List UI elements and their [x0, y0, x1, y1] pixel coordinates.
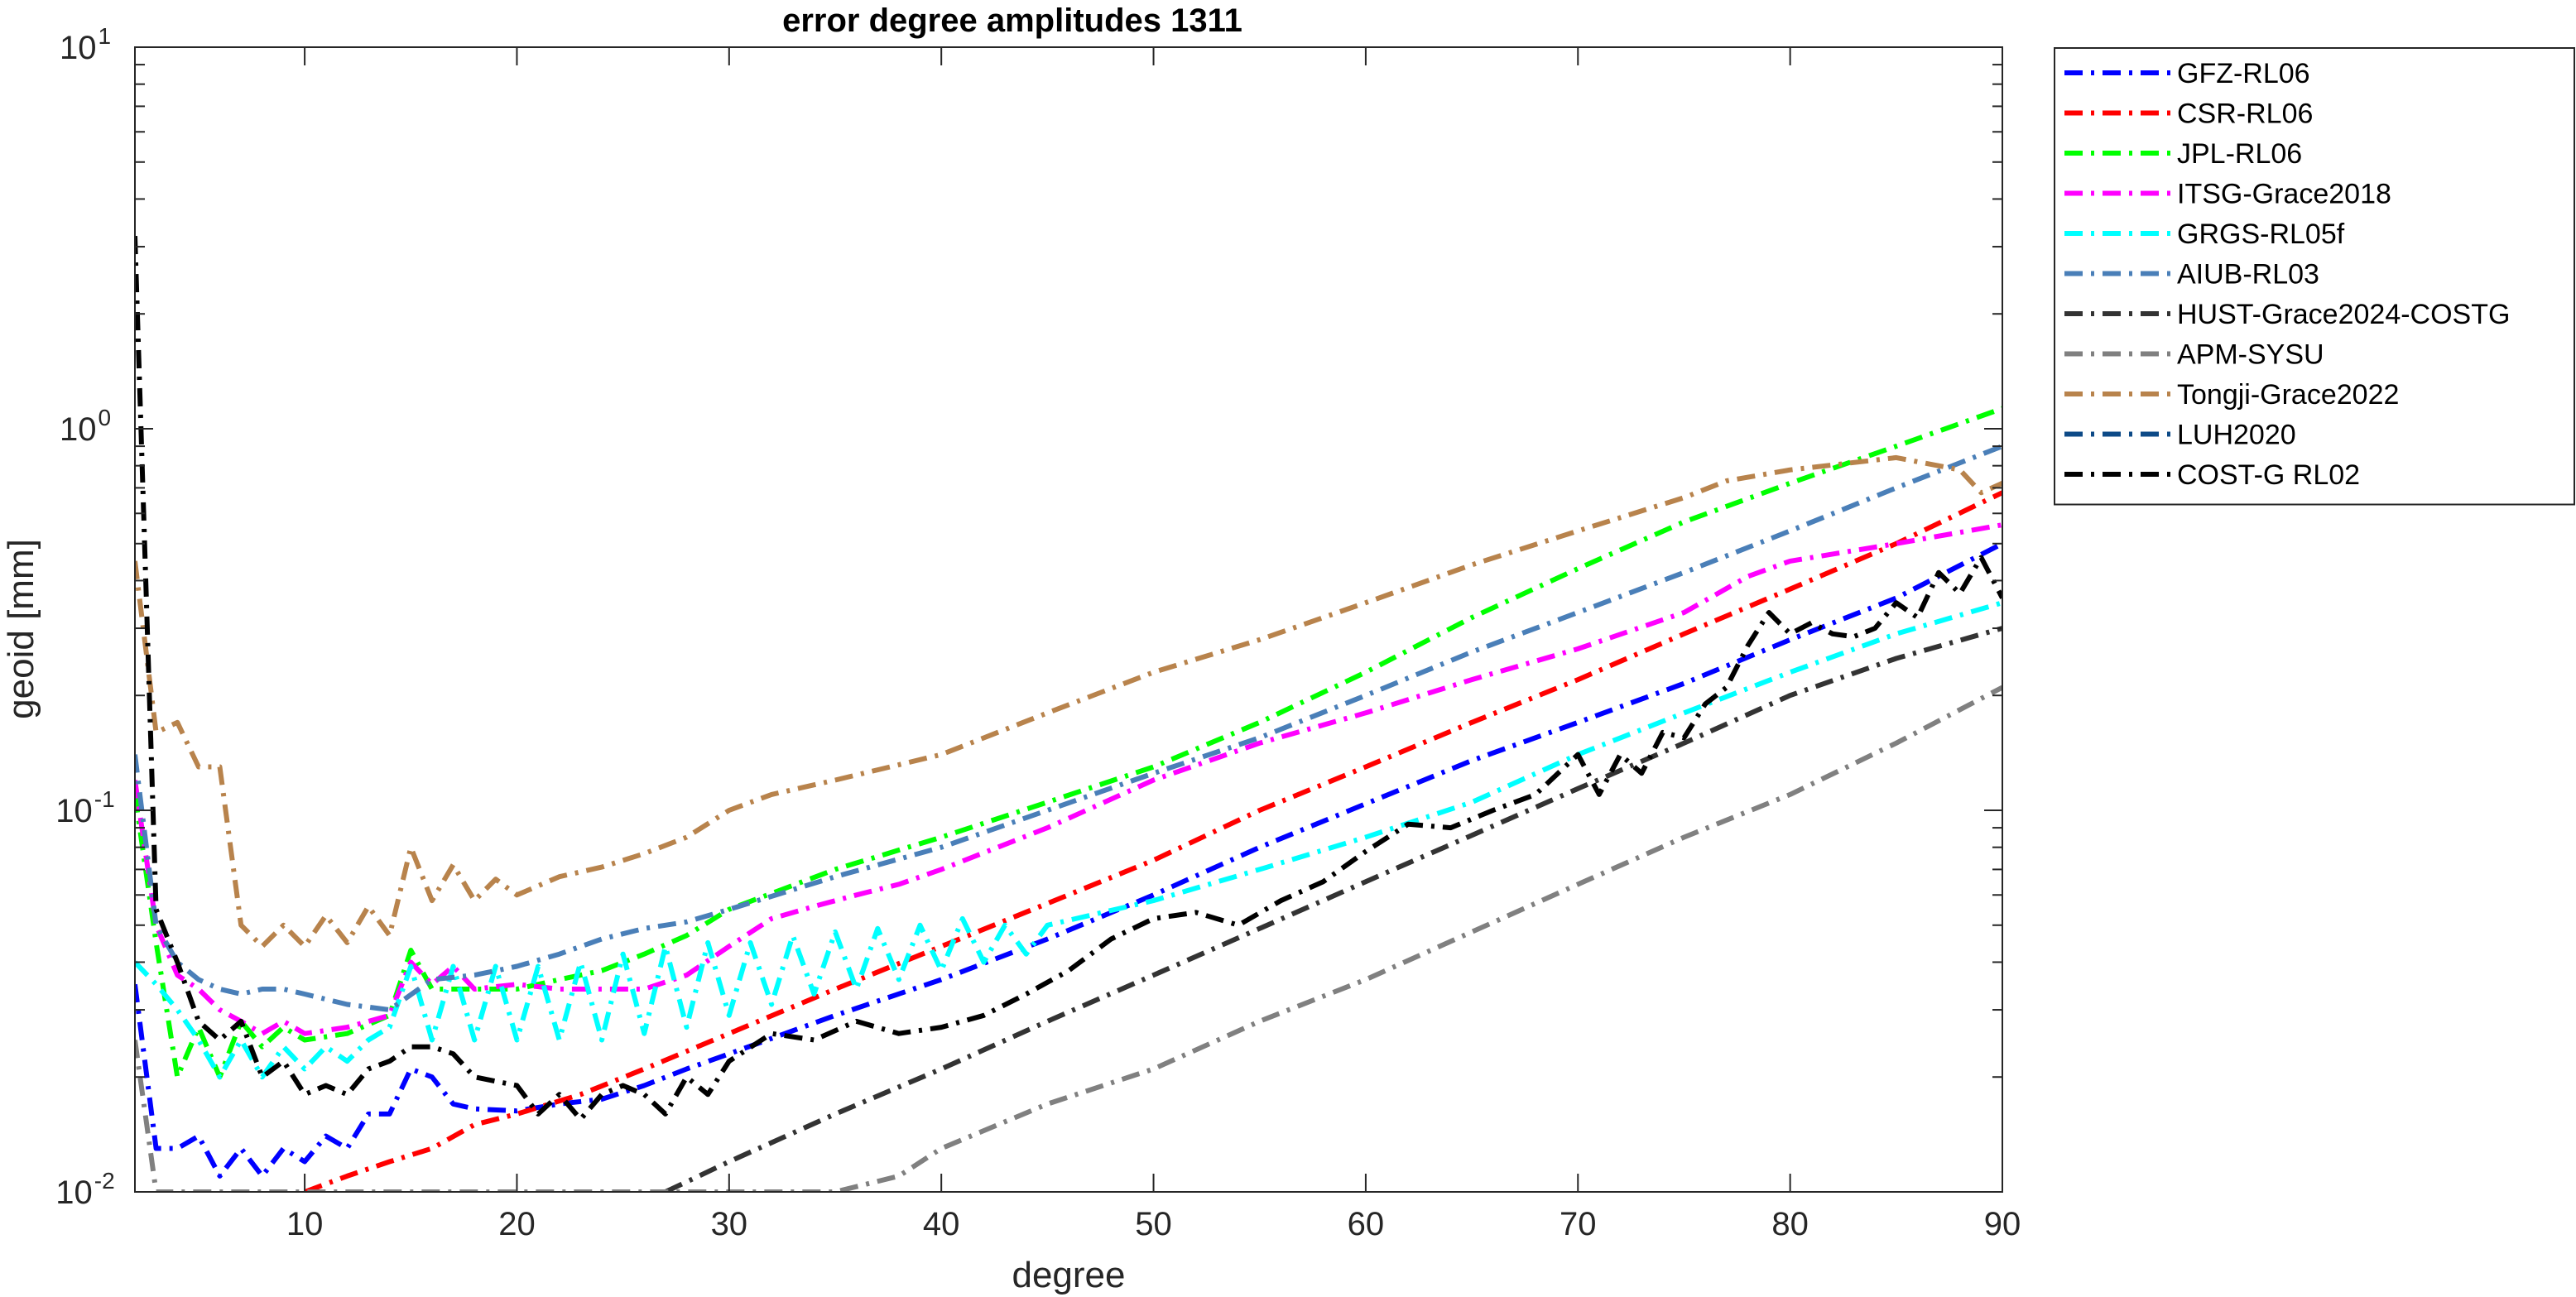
x-tick-label: 30: [711, 1206, 748, 1242]
y-tick-label: 101: [60, 23, 111, 66]
y-axis-label: geoid [mm]: [1, 539, 41, 719]
legend: GFZ-RL06 CSR-RL06 JPL-RL06 ITSG-Grace2018 GR…: [2054, 47, 2575, 506]
legend-entry: AIUB-RL03: [2177, 259, 2319, 291]
legend-entry: JPL-RL06: [2177, 138, 2302, 170]
x-tick-label: 70: [1560, 1206, 1597, 1242]
legend-box: [2054, 47, 2575, 506]
x-tick-label: 10: [286, 1206, 324, 1242]
series-line-tongji-grace2022: [135, 454, 2002, 949]
x-tick-label: 20: [498, 1206, 536, 1242]
plot-frame: [134, 46, 2003, 1193]
plot-area: [135, 47, 2002, 1192]
series-line-itsg-grace2018: [135, 522, 2002, 1036]
x-tick-label: 60: [1348, 1206, 1385, 1242]
legend-entry: LUH2020: [2177, 420, 2296, 451]
series-line-apm-sysu: [135, 685, 2002, 1192]
legend-entry: APM-SYSU: [2177, 339, 2324, 371]
series-line-gfz-rl06: [135, 541, 2002, 1179]
legend-entry: HUST-Grace2024-COSTG: [2177, 299, 2510, 330]
x-axis-label: degree: [1012, 1255, 1125, 1295]
x-tick-label: 50: [1135, 1206, 1172, 1242]
x-tick-label: 80: [1771, 1206, 1809, 1242]
legend-entry: CSR-RL06: [2177, 98, 2313, 130]
series-line-csr-rl06: [304, 490, 2002, 1192]
series-line-grgs-rl05f: [135, 600, 2002, 1080]
x-tick-label: 90: [1984, 1206, 2021, 1242]
legend-entry: ITSG-Grace2018: [2177, 179, 2391, 210]
series-layer: [135, 236, 2002, 1192]
chart-title: error degree amplitudes 1311: [782, 2, 1242, 39]
legend-entry: GRGS-RL05f: [2177, 219, 2345, 250]
series-line-hust-grace2024-costg: [664, 626, 2002, 1192]
series-line-cost-g-rl02: [135, 236, 2002, 1122]
legend-entry: COST-G RL02: [2177, 459, 2360, 491]
legend-entry: GFZ-RL06: [2177, 58, 2310, 89]
legend-entry: Tongji-Grace2022: [2177, 379, 2399, 411]
x-tick-label: 40: [923, 1206, 960, 1242]
